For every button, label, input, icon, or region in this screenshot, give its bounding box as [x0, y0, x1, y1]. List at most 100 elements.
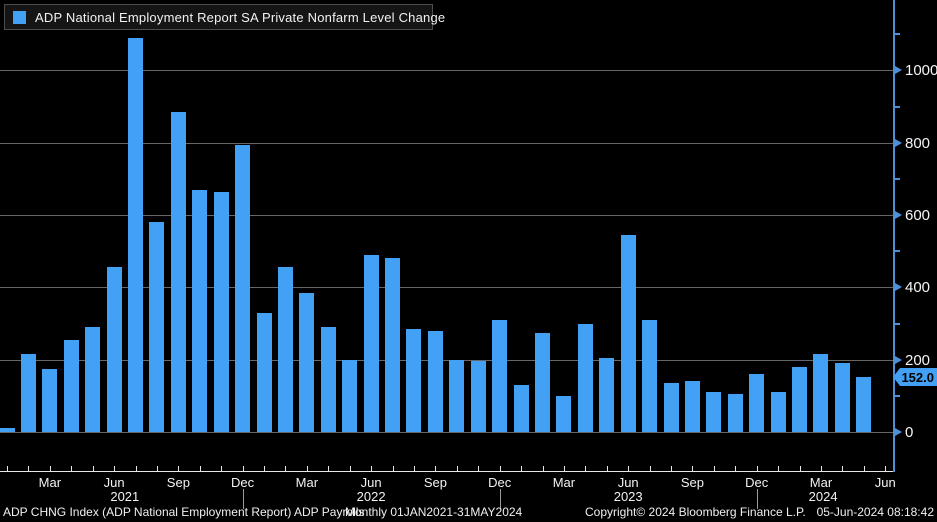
x-axis-tick	[71, 466, 73, 471]
y-axis-minor-tick-700	[895, 177, 900, 180]
x-axis-tick	[156, 466, 158, 471]
bar-mar-2021	[42, 368, 58, 432]
bar-may-2023	[599, 357, 615, 432]
x-axis-label-sep: Sep	[166, 475, 190, 490]
x-axis-tick	[199, 466, 201, 471]
x-axis-tick	[671, 466, 673, 471]
bar-jul-2022	[385, 258, 401, 432]
x-axis-tick	[28, 466, 30, 471]
bar-apr-2024	[834, 363, 850, 432]
y-axis-arrow-400	[895, 283, 902, 292]
bar-nov-2021	[213, 191, 229, 432]
x-axis-tick	[563, 466, 565, 471]
bar-jul-2023	[642, 319, 658, 432]
x-axis-tick	[92, 466, 94, 471]
x-axis-tick	[435, 466, 437, 471]
bar-dec-2022	[492, 319, 508, 432]
bar-jan-2022	[256, 312, 272, 432]
bar-aug-2021	[149, 222, 165, 432]
x-axis-year-2023: 2023	[613, 489, 643, 504]
x-axis-label-jun: Jun	[617, 475, 639, 490]
x-axis-label-mar: Mar	[552, 475, 576, 490]
y-axis-label-0: 0	[905, 424, 914, 441]
x-axis-label-dec: Dec	[231, 475, 255, 490]
bar-may-2021	[85, 327, 101, 432]
bar-jan-2021	[0, 428, 15, 432]
bar-aug-2023	[663, 383, 679, 432]
bar-sep-2022	[427, 330, 443, 432]
x-axis-label-jun: Jun	[103, 475, 125, 490]
x-axis-label-sep: Sep	[680, 475, 705, 490]
x-axis-tick	[649, 466, 651, 471]
x-axis-tick	[178, 466, 180, 471]
legend-label: ADP National Employment Report SA Privat…	[35, 9, 446, 25]
x-axis-tick	[499, 466, 501, 471]
bar-apr-2022	[320, 327, 336, 432]
legend-swatch-icon	[13, 10, 26, 24]
bar-jun-2023	[620, 234, 636, 432]
bar-oct-2022	[449, 359, 465, 432]
chart-legend[interactable]: ADP National Employment Report SA Privat…	[4, 4, 445, 30]
x-axis-label-jun: Jun	[874, 475, 896, 490]
y-axis-minor-tick-100	[895, 394, 900, 397]
bar-jan-2024	[770, 392, 786, 432]
y-axis-minor-tick-900	[895, 105, 900, 108]
x-axis-tick	[521, 466, 523, 471]
bar-oct-2023	[706, 392, 722, 432]
x-axis-tick	[242, 466, 244, 471]
y-axis-label-800: 800	[905, 134, 931, 152]
x-axis-tick	[885, 466, 887, 471]
bar-feb-2024	[792, 366, 808, 432]
y-axis-label-400: 400	[905, 279, 931, 297]
bar-nov-2022	[470, 361, 486, 432]
x-axis-label-dec: Dec	[488, 475, 512, 490]
x-axis-tick	[542, 466, 544, 471]
x-axis-tick	[778, 466, 780, 471]
y-axis-minor-tick-1100	[895, 33, 900, 36]
gridline-1000	[0, 70, 894, 72]
gridline-600	[0, 215, 894, 217]
year-divider	[242, 489, 244, 509]
x-axis-year-2024: 2024	[808, 489, 838, 504]
gridline-200	[0, 359, 894, 361]
bar-jul-2021	[128, 37, 144, 432]
x-axis-tick	[413, 466, 415, 471]
x-axis-tick	[135, 466, 137, 471]
x-axis-tick	[820, 466, 822, 471]
x-axis-label-sep: Sep	[423, 475, 447, 490]
last-value-tag: 152.0	[893, 368, 937, 386]
x-axis-year-2022: 2022	[356, 489, 386, 504]
x-axis-tick	[713, 466, 715, 471]
x-axis-tick	[456, 466, 458, 471]
x-axis-label-mar: Mar	[38, 475, 62, 490]
footer-copyright: Copyright© 2024 Bloomberg Finance L.P.	[585, 505, 806, 519]
x-axis-label-mar: Mar	[809, 475, 833, 490]
y-axis-minor-tick-300	[895, 322, 900, 325]
x-axis-tick	[349, 466, 351, 471]
x-axis-tick	[114, 466, 116, 471]
x-axis-label-mar: Mar	[295, 475, 319, 490]
bar-jan-2023	[513, 384, 529, 432]
x-axis-line	[0, 471, 895, 472]
bar-apr-2023	[577, 323, 593, 432]
x-axis-label-jun: Jun	[360, 475, 382, 490]
bar-nov-2023	[727, 394, 743, 432]
x-axis-tick	[842, 466, 844, 471]
x-axis-tick	[585, 466, 587, 471]
x-axis-tick	[756, 466, 758, 471]
y-axis-label-1000: 1000	[905, 62, 937, 80]
y-axis-arrow-200	[895, 355, 902, 364]
bar-apr-2021	[63, 339, 79, 432]
x-axis-tick	[692, 466, 694, 471]
footer-timestamp: 05-Jun-2024 08:18:42	[816, 505, 934, 519]
bar-mar-2023	[556, 395, 572, 432]
footer-instrument: ADP CHNG Index (ADP National Employment …	[3, 505, 365, 519]
x-axis-tick	[478, 466, 480, 471]
bar-may-2024	[856, 377, 872, 432]
year-divider	[756, 489, 758, 509]
gridline-0	[0, 432, 894, 433]
x-axis-tick	[285, 466, 287, 471]
x-axis-tick	[7, 466, 8, 471]
